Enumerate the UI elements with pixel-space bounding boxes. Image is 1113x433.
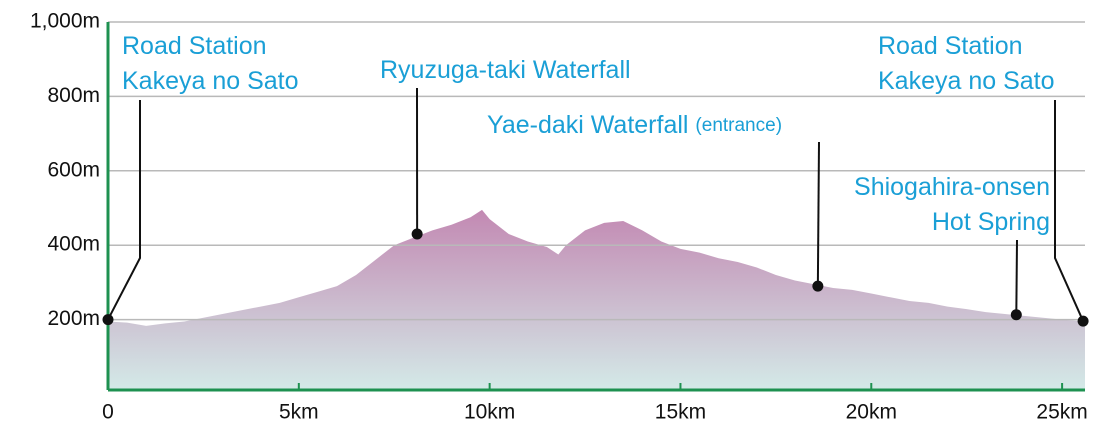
point-label: Yae-daki Waterfall (entrance) <box>487 111 782 139</box>
x-tick-label: 25km <box>1036 401 1087 424</box>
point-label-note: (entrance) <box>695 115 782 136</box>
point-label: Ryuzuga-taki Waterfall <box>380 56 631 84</box>
x-tick-label: 10km <box>464 401 515 424</box>
leader-line <box>1054 100 1085 322</box>
point-marker <box>102 314 114 326</box>
y-tick-label: 400m <box>47 233 100 256</box>
point-label-text: Hot Spring <box>932 208 1050 236</box>
point-marker <box>1077 315 1089 327</box>
leader-line <box>816 141 820 287</box>
point-marker <box>1010 309 1022 321</box>
x-tick-label: 0 <box>102 401 114 424</box>
x-tick-label: 20km <box>846 401 897 424</box>
point-label-text: Ryuzuga-taki Waterfall <box>380 56 631 84</box>
elevation-area <box>108 209 1085 390</box>
point-marker <box>411 228 423 240</box>
leader-line <box>1015 239 1018 315</box>
point-label: Road Station <box>122 32 267 60</box>
leader-line <box>107 100 141 321</box>
y-tick-label: 1,000m <box>30 10 100 33</box>
x-tick-label: 5km <box>279 401 319 424</box>
point-label: Kakeya no Sato <box>122 67 299 95</box>
point-label-text: Kakeya no Sato <box>122 67 299 95</box>
x-tick-label: 15km <box>655 401 706 424</box>
point-label-text: Kakeya no Sato <box>878 67 1055 95</box>
y-tick-label: 800m <box>47 84 100 107</box>
y-tick-label: 200m <box>47 307 100 330</box>
point-label: Shiogahira-onsen <box>854 173 1050 201</box>
point-label-text: Road Station <box>878 32 1023 60</box>
point-label-text: Yae-daki Waterfall <box>487 111 688 139</box>
point-label: Road Station <box>878 32 1023 60</box>
point-label: Hot Spring <box>932 208 1050 236</box>
point-label-text: Road Station <box>122 32 267 60</box>
point-label: Kakeya no Sato <box>878 67 1055 95</box>
point-marker <box>812 280 824 292</box>
y-tick-label: 600m <box>47 158 100 181</box>
point-label-text: Shiogahira-onsen <box>854 173 1050 201</box>
